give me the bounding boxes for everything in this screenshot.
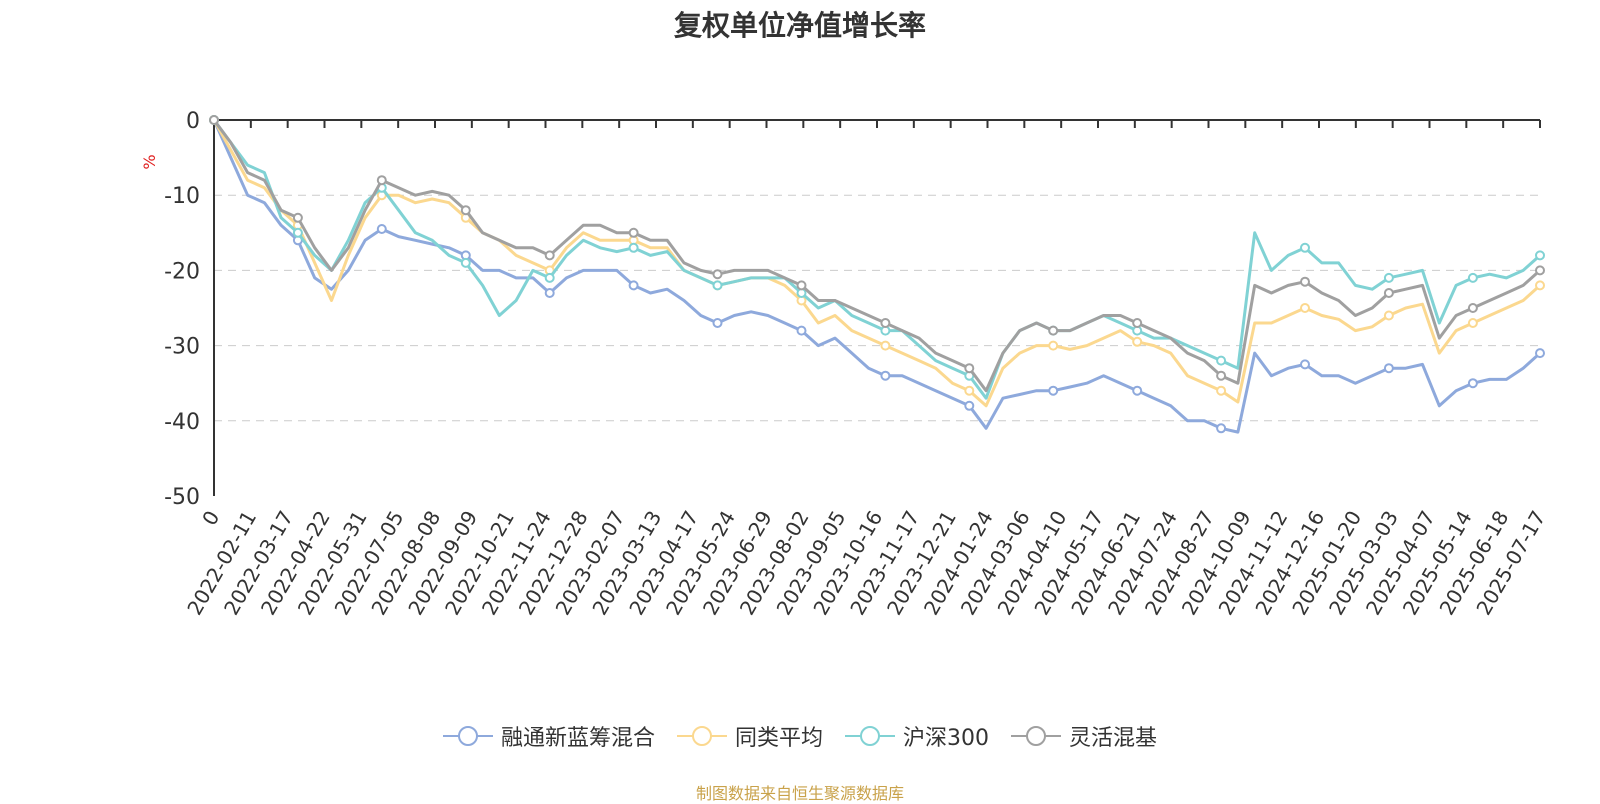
series-point-3 bbox=[376, 175, 387, 186]
grid-lines bbox=[214, 194, 1540, 422]
series-point-3 bbox=[712, 269, 723, 280]
axes: 0-10-20-30-40-5002022-02-112022-03-17202… bbox=[164, 109, 1550, 619]
series-point-3 bbox=[1048, 325, 1059, 336]
series-point-3 bbox=[796, 280, 807, 291]
series-point-3 bbox=[1132, 318, 1143, 328]
series-point-3 bbox=[964, 363, 975, 374]
legend-label: 融通新蓝筹混合 bbox=[500, 726, 655, 751]
series-point-3 bbox=[460, 205, 471, 216]
legend-item-peer-average[interactable]: 同类平均 bbox=[676, 720, 823, 752]
series-point-0 bbox=[1535, 348, 1545, 359]
series-point-3 bbox=[1216, 370, 1227, 381]
series-point-3 bbox=[628, 227, 639, 238]
legend-marker-icon bbox=[1011, 726, 1061, 746]
series-point-0 bbox=[880, 370, 891, 381]
legend-marker-icon bbox=[845, 726, 895, 746]
series-point-1 bbox=[1383, 310, 1394, 321]
legend-label: 沪深300 bbox=[903, 726, 989, 751]
source-note: 制图数据来自恒生聚源数据库 bbox=[695, 784, 904, 803]
series-point-0 bbox=[964, 400, 975, 411]
series-point-0 bbox=[1300, 359, 1310, 370]
series-point-3 bbox=[1467, 303, 1478, 313]
series-point-2 bbox=[1467, 272, 1478, 283]
legend-marker-icon bbox=[676, 726, 727, 746]
series-point-1 bbox=[1048, 340, 1059, 351]
series-point-3 bbox=[880, 318, 891, 328]
legend-item-rongtong[interactable]: 融通新蓝筹混合 bbox=[442, 720, 655, 752]
series-point-0 bbox=[1132, 385, 1143, 396]
series-point-3 bbox=[292, 212, 303, 223]
series-point-3 bbox=[1535, 265, 1545, 276]
series-point-2 bbox=[292, 227, 303, 238]
series-line-2 bbox=[212, 119, 1541, 400]
series-point-0 bbox=[544, 288, 555, 298]
series-point-0 bbox=[376, 224, 387, 234]
series-point-3 bbox=[1383, 288, 1394, 298]
series-point-0 bbox=[628, 280, 639, 291]
series-point-2 bbox=[1383, 272, 1394, 283]
series-point-0 bbox=[796, 325, 807, 336]
series-point-1 bbox=[1132, 336, 1143, 347]
legend-item-flexible-mixed[interactable]: 灵活混基 bbox=[1011, 720, 1157, 752]
series-point-2 bbox=[712, 280, 723, 291]
series-point-2 bbox=[1216, 355, 1227, 366]
legend-label: 灵活混基 bbox=[1069, 726, 1158, 751]
legend-label: 同类平均 bbox=[734, 726, 823, 751]
series-point-1 bbox=[1535, 280, 1545, 291]
series-point-1 bbox=[880, 340, 891, 351]
series-point-0 bbox=[712, 318, 723, 328]
series-line-3 bbox=[212, 119, 1541, 393]
legend-item-csi300[interactable]: 沪深300 bbox=[845, 720, 989, 752]
series-point-3 bbox=[209, 115, 219, 125]
series-point-0 bbox=[1048, 385, 1059, 396]
series-lines bbox=[209, 115, 1545, 434]
y-tick-label: -50 bbox=[164, 485, 200, 510]
series-point-0 bbox=[1383, 363, 1394, 374]
y-tick-label: -20 bbox=[164, 259, 200, 284]
y-tick-label: -30 bbox=[164, 335, 200, 360]
y-tick-label: -40 bbox=[164, 410, 200, 435]
series-point-2 bbox=[1535, 250, 1545, 261]
y-tick-label: -10 bbox=[164, 184, 200, 209]
y-tick-label: 0 bbox=[186, 109, 200, 134]
series-point-2 bbox=[460, 257, 471, 268]
x-tick-label: 0 bbox=[197, 507, 224, 530]
series-point-2 bbox=[544, 272, 555, 283]
y-axis-unit-label: % bbox=[140, 154, 159, 169]
series-point-1 bbox=[1300, 303, 1310, 313]
series-point-3 bbox=[544, 250, 555, 261]
series-point-0 bbox=[1216, 423, 1227, 434]
series-point-3 bbox=[1300, 276, 1310, 287]
chart-title: 复权单位净值增长率 bbox=[673, 9, 926, 42]
series-point-1 bbox=[1216, 385, 1227, 396]
series-point-2 bbox=[628, 242, 639, 253]
legend-marker-icon bbox=[442, 726, 493, 746]
series-point-1 bbox=[964, 385, 975, 396]
series-line-0 bbox=[212, 119, 1542, 434]
legend: 融通新蓝筹混合 同类平均 沪深300 灵活混基 bbox=[0, 720, 1600, 752]
series-line-1 bbox=[212, 119, 1542, 408]
series-point-1 bbox=[1467, 318, 1478, 328]
series-point-2 bbox=[1300, 242, 1310, 253]
series-point-0 bbox=[1467, 378, 1478, 389]
